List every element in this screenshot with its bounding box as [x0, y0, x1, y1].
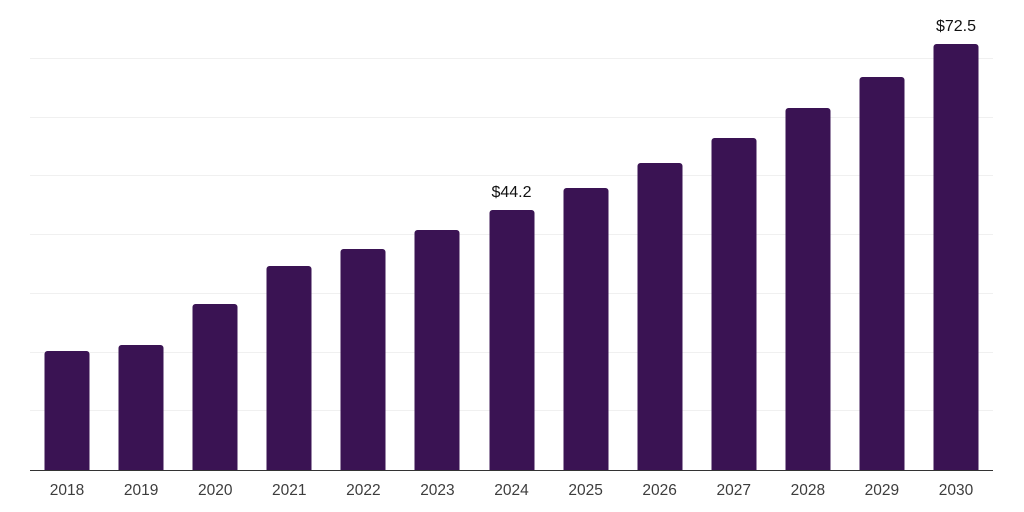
bar-2023[interactable]	[414, 230, 460, 470]
x-tick-label-2029: 2029	[864, 482, 900, 499]
bar-2025[interactable]	[563, 188, 609, 470]
x-tick-label-2030: 2030	[938, 482, 974, 499]
gridline	[30, 116, 993, 118]
x-tick-label-2028: 2028	[790, 482, 826, 499]
x-axis-tick-labels: 2018 2019 2020 2021 2022 2023 2024 2025 2026 2027…	[30, 479, 993, 503]
x-axis-line	[30, 469, 993, 471]
x-tick-label-2018: 2018	[49, 482, 85, 499]
category-band	[30, 0, 104, 470]
bar-2029[interactable]	[859, 76, 905, 470]
x-tick-label-2023: 2023	[420, 482, 455, 499]
x-tick-label-2022: 2022	[346, 482, 381, 499]
bar-2020[interactable]	[192, 304, 238, 470]
category-band	[771, 0, 845, 470]
data-label-2030: $72.5	[935, 18, 976, 36]
x-tick-label-2020: 2020	[197, 482, 233, 499]
category-band	[104, 0, 178, 470]
category-band	[549, 0, 623, 470]
bars-row: $44.2 $72.5	[30, 0, 993, 470]
bar-2024[interactable]	[489, 210, 534, 470]
bar-2018[interactable]	[44, 351, 90, 470]
x-tick-label-2027: 2027	[716, 482, 751, 499]
x-tick-label-2026: 2026	[642, 482, 677, 499]
data-label-2024: $44.2	[491, 184, 532, 202]
category-band: $72.5	[919, 0, 993, 470]
category-band	[623, 0, 697, 470]
bar-2026[interactable]	[637, 163, 683, 470]
category-band	[400, 0, 474, 470]
x-tick-label-2019: 2019	[123, 482, 159, 499]
category-band	[697, 0, 771, 470]
x-tick-label-2021: 2021	[272, 482, 307, 499]
category-band	[845, 0, 919, 470]
bar-2021[interactable]	[266, 266, 312, 470]
gridline	[30, 57, 993, 59]
bar-2028[interactable]	[785, 107, 831, 470]
category-band	[178, 0, 252, 470]
bar-2030[interactable]	[933, 44, 979, 470]
bar-2022[interactable]	[340, 248, 386, 470]
gridline	[30, 175, 993, 177]
bar-2019[interactable]	[118, 344, 164, 470]
x-tick-label-2024: 2024	[494, 482, 529, 499]
category-band	[252, 0, 326, 470]
category-band: $44.2	[474, 0, 548, 470]
bar-2027[interactable]	[711, 138, 757, 470]
plot-area: $44.2 $72.5	[30, 0, 993, 471]
x-tick-label-2025: 2025	[568, 482, 603, 499]
category-band	[326, 0, 400, 470]
